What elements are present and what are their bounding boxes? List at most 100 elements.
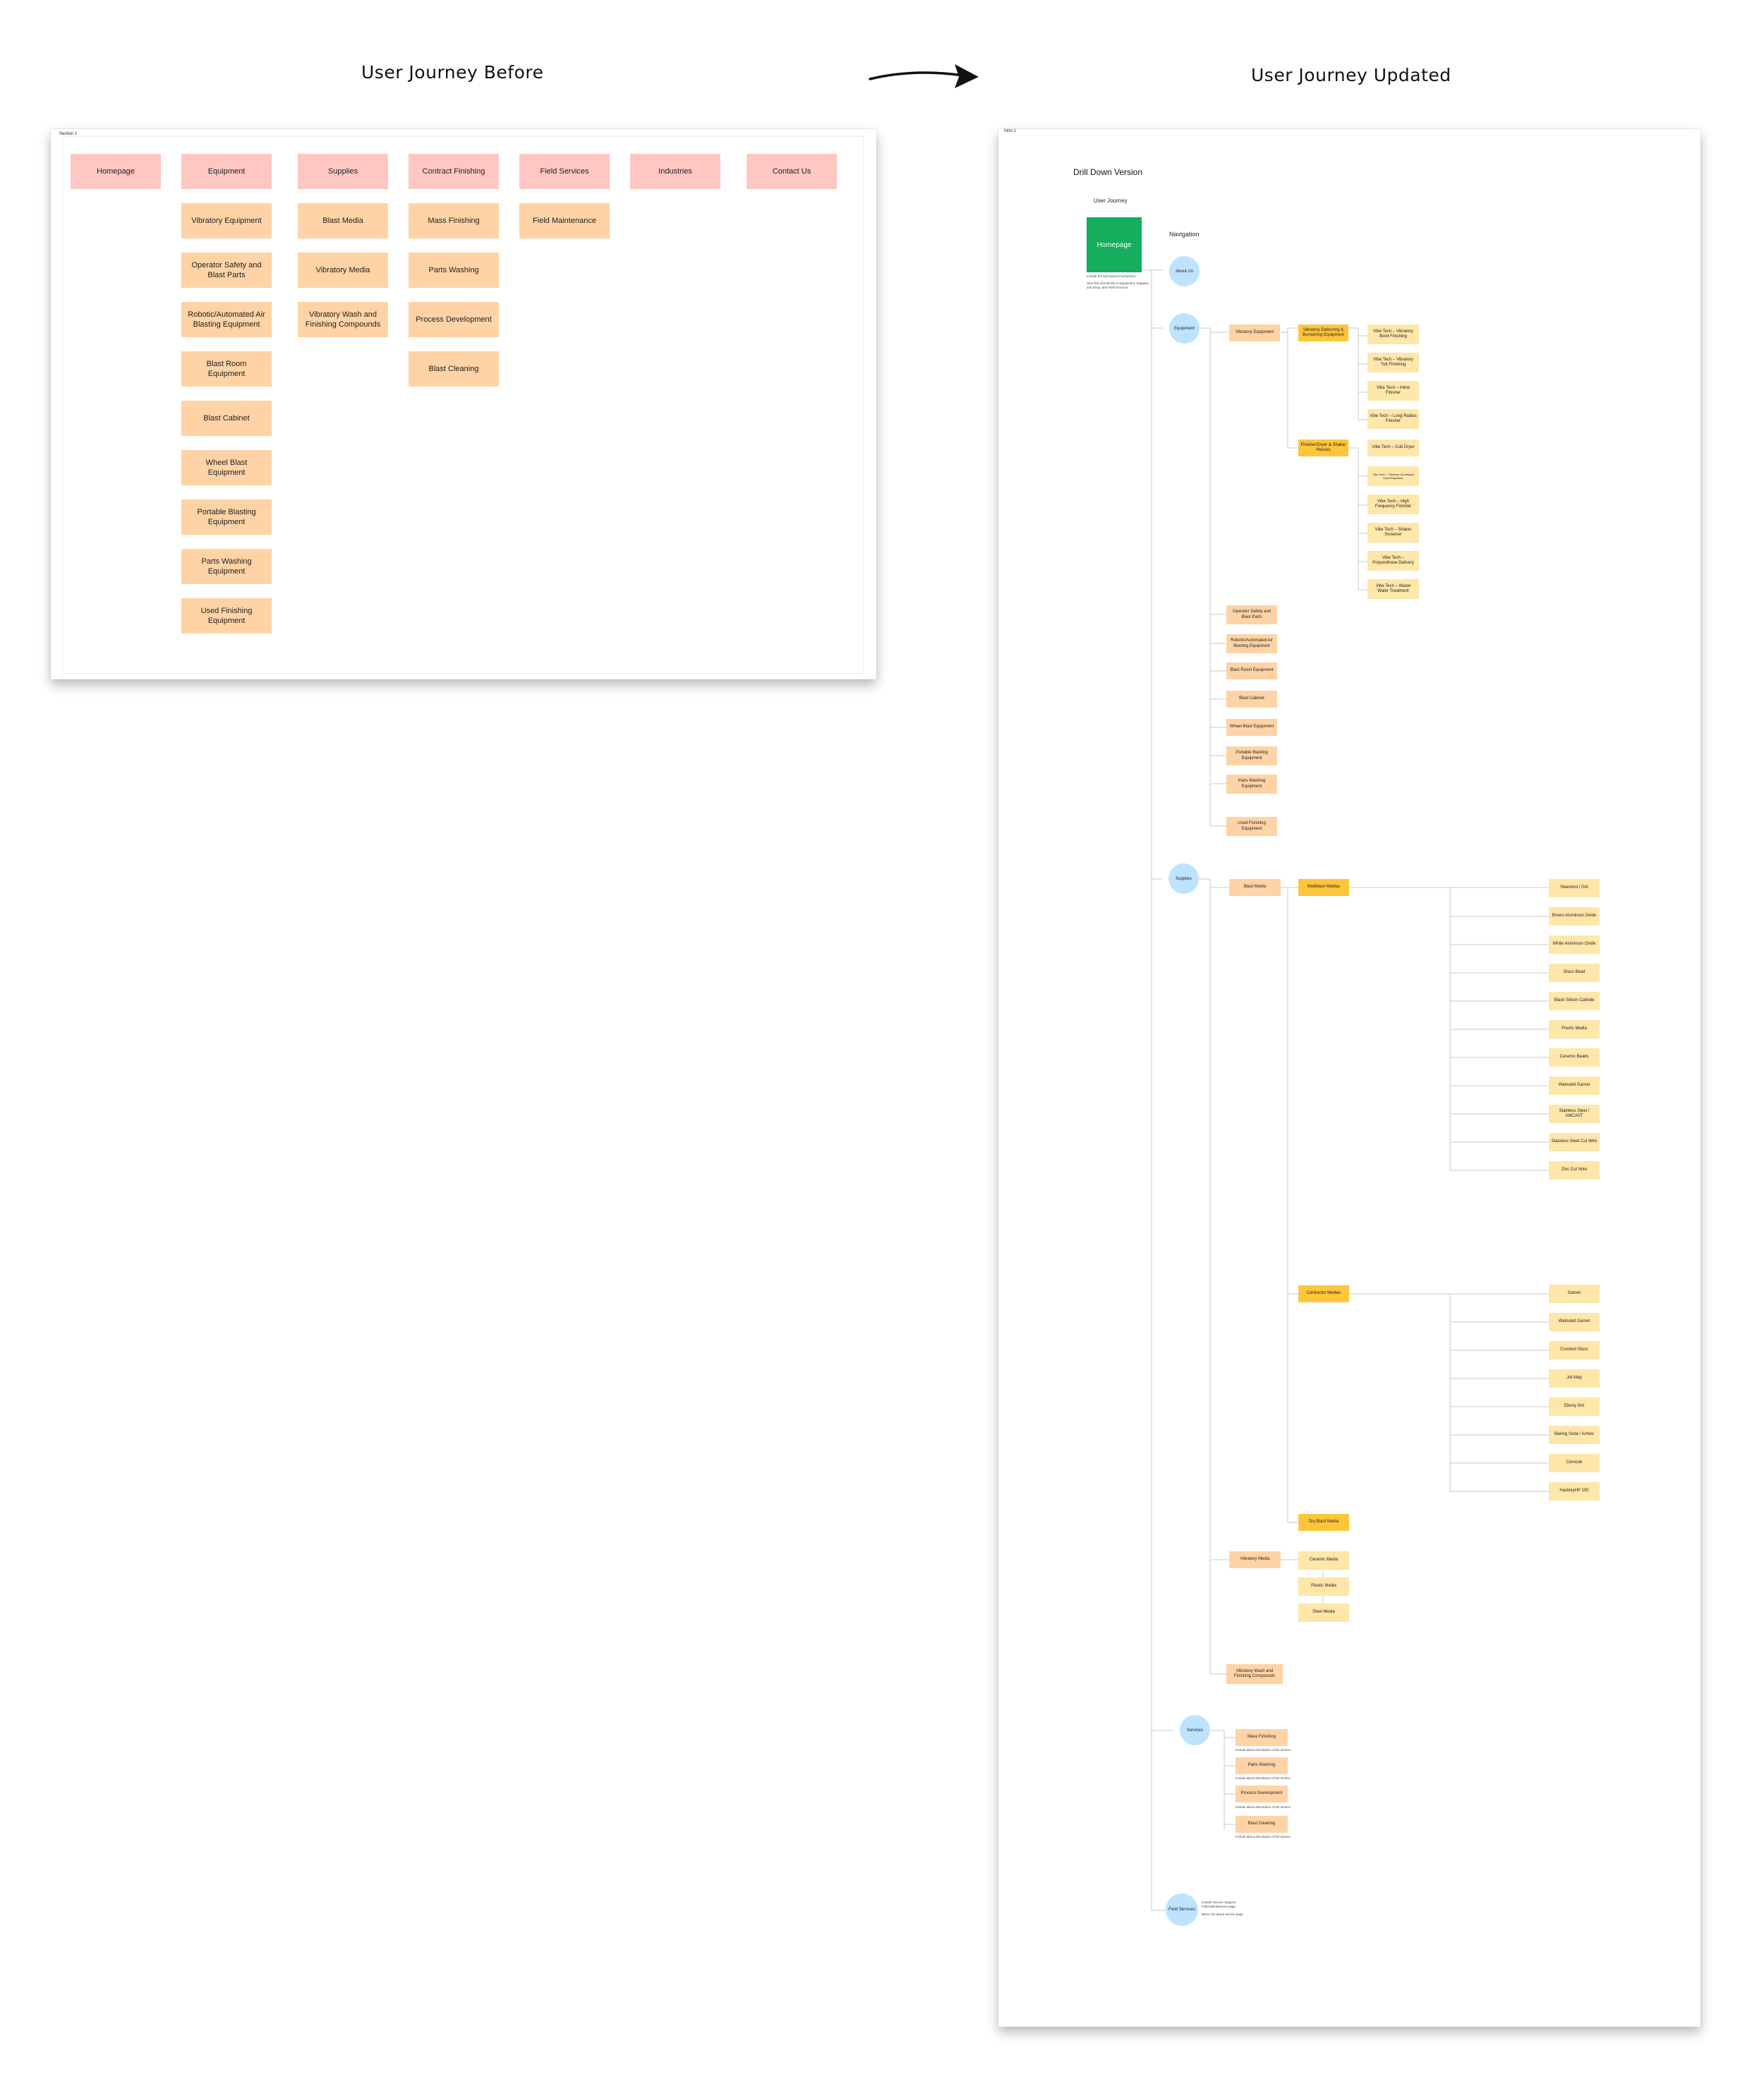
node-leaf[interactable]: Crushed Glass xyxy=(1549,1341,1600,1359)
node-leaf[interactable]: Vibe Tech – Cob Dryer xyxy=(1367,440,1419,456)
node-service[interactable]: Process Development xyxy=(1236,1786,1288,1802)
node-equipment[interactable]: Portable Blasting Equipment xyxy=(1226,746,1277,765)
before-item[interactable]: Blast Cabinet xyxy=(181,401,272,436)
node-contractor-medias[interactable]: Contractor Medias xyxy=(1298,1285,1349,1302)
node-leaf[interactable]: Vibe Tech – Waste Water Treatment xyxy=(1367,579,1419,599)
before-item[interactable]: Vibratory Equipment xyxy=(181,203,272,238)
before-header-industries[interactable]: Industries xyxy=(630,154,720,189)
node-leaf[interactable]: Jet Mag xyxy=(1549,1369,1600,1388)
node-vibratory-wash[interactable]: Vibratory Wash and Finishing Compounds xyxy=(1226,1664,1283,1684)
node-leaf[interactable]: Ceramic Beads xyxy=(1549,1048,1600,1067)
nav-field-services[interactable]: Field Services xyxy=(1166,1893,1198,1926)
updated-title: Drill Down Version xyxy=(1073,167,1143,177)
node-leaf[interactable]: Zinc Cut Wire xyxy=(1549,1161,1600,1180)
service-note: Include about description of the service xyxy=(1236,1835,1291,1838)
node-dry-blast-media[interactable]: Dry Blast Media xyxy=(1298,1514,1349,1531)
node-leaf[interactable]: Corncob xyxy=(1549,1454,1600,1472)
nav-about-us[interactable]: About Us xyxy=(1169,256,1200,286)
before-item[interactable]: Vibratory Media xyxy=(298,253,388,288)
before-item[interactable]: Used Finishing Equipment xyxy=(181,598,272,634)
before-item[interactable]: Process Development xyxy=(409,302,499,337)
node-leaf[interactable]: Ebony Grit xyxy=(1549,1398,1600,1416)
node-leaf[interactable]: Stainless Steel Cut Wire xyxy=(1549,1133,1600,1151)
node-leaf[interactable]: Steelshot / Grit xyxy=(1549,879,1600,897)
node-leaf[interactable]: Vibe Tech – Vibratory Bowl Finishing xyxy=(1367,325,1419,344)
node-leaf[interactable]: Vibe Tech – Inline Finisher xyxy=(1367,381,1419,401)
before-item[interactable]: Robotic/Automated Air Blasting Equipment xyxy=(181,302,272,337)
before-item[interactable]: Blast Media xyxy=(298,203,388,238)
node-leaf[interactable]: Vibe Tech – Vibratory Centrifugal Dryer/… xyxy=(1367,466,1419,486)
before-header-contract-finishing[interactable]: Contract Finishing xyxy=(409,154,499,189)
node-leaf[interactable]: Garnet xyxy=(1549,1285,1600,1303)
before-header-supplies[interactable]: Supplies xyxy=(298,154,388,189)
node-equipment[interactable]: Parts Washing Equipment xyxy=(1226,775,1277,794)
before-header-equipment[interactable]: Equipment xyxy=(181,154,272,189)
before-header-field-services[interactable]: Field Services xyxy=(519,154,610,189)
updated-heading: User Journey Updated xyxy=(1251,65,1451,85)
node-equipment[interactable]: Blast Cabinet xyxy=(1226,691,1277,708)
node-service[interactable]: Mass Finishing xyxy=(1236,1729,1288,1746)
node-leaf[interactable]: Black Silicon Carbide xyxy=(1549,992,1600,1010)
navigation-label: Navigation xyxy=(1169,231,1200,238)
before-item[interactable]: Blast Cleaning xyxy=(409,351,499,387)
before-item[interactable]: Parts Washing Equipment xyxy=(181,549,272,584)
before-heading: User Journey Before xyxy=(361,62,544,83)
node-multiblast-medias[interactable]: Multiblast Medias xyxy=(1298,879,1349,896)
node-vibratory-equipment[interactable]: Vibratory Equipment xyxy=(1229,325,1280,341)
before-item[interactable]: Blast Room Equipment xyxy=(181,351,272,387)
node-equipment[interactable]: Wheel Blast Equipment xyxy=(1226,719,1277,736)
connector-lines xyxy=(1142,269,1549,1911)
nav-supplies[interactable]: Supplies xyxy=(1168,863,1199,894)
before-item[interactable]: Mass Finishing xyxy=(409,203,499,238)
before-header-contact-us[interactable]: Contact Us xyxy=(747,154,837,189)
node-leaf[interactable]: Stainless Steel / AMCAST xyxy=(1549,1105,1600,1123)
node-equipment[interactable]: Blast Room Equipment xyxy=(1226,662,1277,679)
node-leaf[interactable]: Walnutell Garnet xyxy=(1549,1077,1600,1095)
node-deburring[interactable]: Vibratory Deburring & Burnishing Equipme… xyxy=(1298,325,1348,341)
node-leaf[interactable]: Vibe Tech – Shaker Screener xyxy=(1367,523,1419,543)
node-leaf[interactable]: Vibe Tech – Vibratory Tub Finishing xyxy=(1367,353,1419,372)
service-note: Include about description of the service xyxy=(1236,1748,1291,1752)
before-item[interactable]: Parts Washing xyxy=(409,253,499,288)
node-leaf[interactable]: Brown Aluminum Oxide xyxy=(1549,907,1600,926)
homepage-node[interactable]: Homepage xyxy=(1087,217,1142,272)
node-leaf[interactable]: Plastic Media xyxy=(1549,1020,1600,1038)
node-leaf[interactable]: White Aluminum Oxide xyxy=(1549,935,1600,954)
node-equipment[interactable]: Operator Safety and Blast Parts xyxy=(1226,605,1277,624)
node-leaf[interactable]: Walnutell Garnet xyxy=(1549,1313,1600,1331)
node-service[interactable]: Parts Washing xyxy=(1236,1757,1288,1774)
homepage-note: Include the full featured home/hero Hero… xyxy=(1087,274,1150,290)
node-leaf[interactable]: Glass Bead xyxy=(1549,964,1600,982)
node-leaf[interactable]: Steel Media xyxy=(1298,1604,1349,1622)
node-equipment[interactable]: Robotic/Automated Air Blasting Equipment xyxy=(1226,634,1277,653)
node-service[interactable]: Blast Cleaning xyxy=(1236,1816,1288,1833)
arrow-right-icon xyxy=(869,64,979,88)
node-leaf[interactable]: Vibe Tech – Polyurethane Delivery xyxy=(1367,551,1419,571)
node-finisher-dryer[interactable]: Finisher/Dryer & Shaker Houses xyxy=(1298,440,1348,456)
nav-services[interactable]: Services xyxy=(1180,1715,1210,1745)
before-header-homepage[interactable]: Homepage xyxy=(71,154,161,189)
updated-section-label: Intro 1 xyxy=(1004,129,1017,133)
before-item[interactable]: Portable Blasting Equipment xyxy=(181,499,272,535)
service-note: Include about description of the service xyxy=(1236,1805,1291,1809)
node-equipment[interactable]: Used Finishing Equipment xyxy=(1226,817,1277,836)
node-leaf[interactable]: Plastic Media xyxy=(1298,1577,1349,1596)
before-item[interactable]: Wheel Blast Equipment xyxy=(181,450,272,485)
node-leaf[interactable]: Ceramic Media xyxy=(1298,1551,1349,1570)
node-leaf[interactable]: Vibe Tech – Long Radius Finisher xyxy=(1367,409,1419,429)
node-leaf[interactable]: Vibe Tech – High Frequency Finisher xyxy=(1367,495,1419,514)
node-leaf[interactable]: Baking Soda / Armex xyxy=(1549,1426,1600,1444)
user-journey-label: User Journey xyxy=(1094,198,1128,204)
before-item[interactable]: Field Maintenance xyxy=(519,203,610,238)
before-frame: Section 1 Homepage Equipment Supplies Co… xyxy=(51,129,876,679)
node-vibratory-media[interactable]: Vibratory Media xyxy=(1229,1551,1281,1568)
service-note: Include about description of the service xyxy=(1236,1776,1291,1780)
before-item[interactable]: Operator Safety and Blast Parts xyxy=(181,253,272,288)
node-leaf[interactable]: HackleyHP 150 xyxy=(1549,1482,1600,1501)
updated-frame: Intro 1 xyxy=(998,129,1700,2027)
before-item[interactable]: Vibratory Wash and Finishing Compounds xyxy=(298,302,388,337)
field-services-note: Include Service Support, Field Maintenan… xyxy=(1202,1901,1243,1917)
nav-equipment[interactable]: Equipment xyxy=(1169,313,1200,344)
node-blast-media[interactable]: Blast Media xyxy=(1229,879,1281,896)
before-section-label: Section 1 xyxy=(59,132,78,136)
